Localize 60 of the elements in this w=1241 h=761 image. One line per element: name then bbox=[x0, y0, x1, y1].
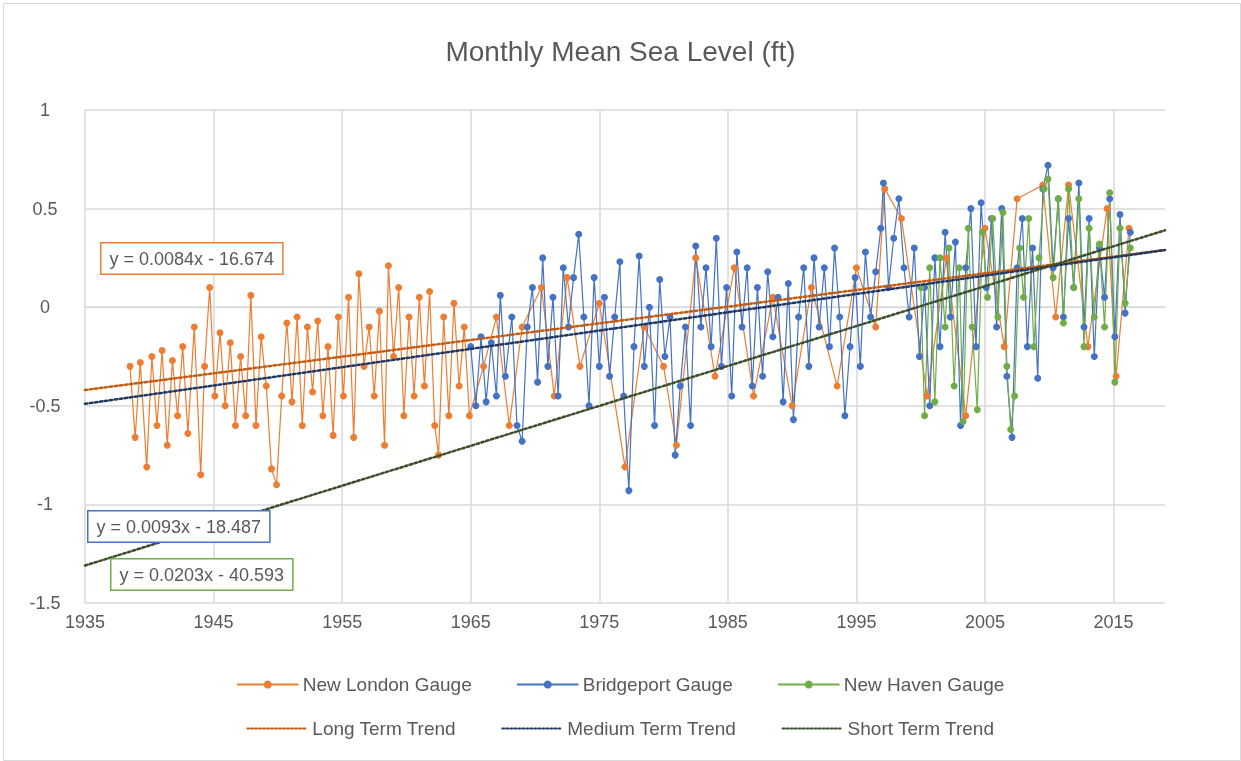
x-tick-label: 1975 bbox=[579, 612, 620, 632]
point bbox=[921, 412, 929, 420]
annotation: y = 0.0084x - 16.674 bbox=[109, 248, 275, 269]
point bbox=[984, 293, 992, 301]
y-tick-label: -1.5 bbox=[29, 593, 61, 613]
y-tick-label: 1 bbox=[39, 100, 51, 120]
point bbox=[926, 264, 934, 272]
x-tick-label: 1955 bbox=[322, 612, 363, 632]
point bbox=[950, 382, 958, 390]
annotation: y = 0.0093x - 18.487 bbox=[96, 516, 262, 537]
point bbox=[994, 313, 1002, 321]
annotation: y = 0.0203x - 40.593 bbox=[119, 564, 285, 585]
point bbox=[978, 228, 986, 236]
x-tick-label: 1945 bbox=[193, 612, 234, 632]
point bbox=[1126, 244, 1134, 252]
y-tick-label: 0.5 bbox=[32, 198, 58, 219]
legend-label: Short Term Trend bbox=[847, 718, 995, 739]
point bbox=[1080, 343, 1088, 351]
point bbox=[931, 398, 939, 406]
point bbox=[973, 406, 981, 414]
point bbox=[1095, 240, 1103, 248]
point bbox=[964, 224, 972, 232]
point bbox=[1065, 185, 1073, 193]
point bbox=[999, 209, 1007, 217]
x-tick-label: 1995 bbox=[836, 612, 877, 632]
point bbox=[1075, 195, 1083, 203]
legend-label: New London Gauge bbox=[302, 674, 472, 695]
point bbox=[1025, 214, 1033, 222]
point bbox=[1121, 299, 1129, 307]
point bbox=[1090, 313, 1098, 321]
x-tick-label: 1985 bbox=[707, 612, 748, 632]
point bbox=[1020, 293, 1028, 301]
legend-label: Medium Term Trend bbox=[567, 718, 736, 739]
point bbox=[1016, 244, 1024, 252]
x-tick-label: 1935 bbox=[64, 612, 106, 632]
point bbox=[1101, 323, 1109, 331]
x-tick-label: 2015 bbox=[1093, 612, 1134, 632]
point bbox=[1116, 224, 1124, 232]
point bbox=[1049, 274, 1057, 282]
point bbox=[941, 323, 949, 331]
legend-label: New Haven Gauge bbox=[843, 674, 1005, 695]
point bbox=[1106, 189, 1114, 197]
y-tick-label: -0.5 bbox=[29, 395, 61, 416]
legend-label: Long Term Trend bbox=[312, 718, 456, 739]
x-tick-label: 1965 bbox=[450, 612, 491, 632]
chart-title: Monthly Mean Sea Level (ft) bbox=[445, 35, 796, 67]
point bbox=[1007, 425, 1015, 433]
point bbox=[968, 323, 976, 331]
point bbox=[955, 264, 963, 272]
point bbox=[959, 418, 967, 426]
legend-label: Bridgeport Gauge bbox=[582, 674, 733, 695]
point bbox=[1085, 224, 1093, 232]
x-tick-label: 2005 bbox=[964, 612, 1006, 632]
y-tick-label: 0 bbox=[39, 297, 51, 318]
point bbox=[1059, 319, 1067, 327]
point bbox=[1003, 362, 1011, 370]
y-tick-label: -1 bbox=[36, 494, 54, 515]
point bbox=[1111, 378, 1119, 386]
point bbox=[1011, 392, 1019, 400]
point bbox=[1030, 343, 1038, 351]
